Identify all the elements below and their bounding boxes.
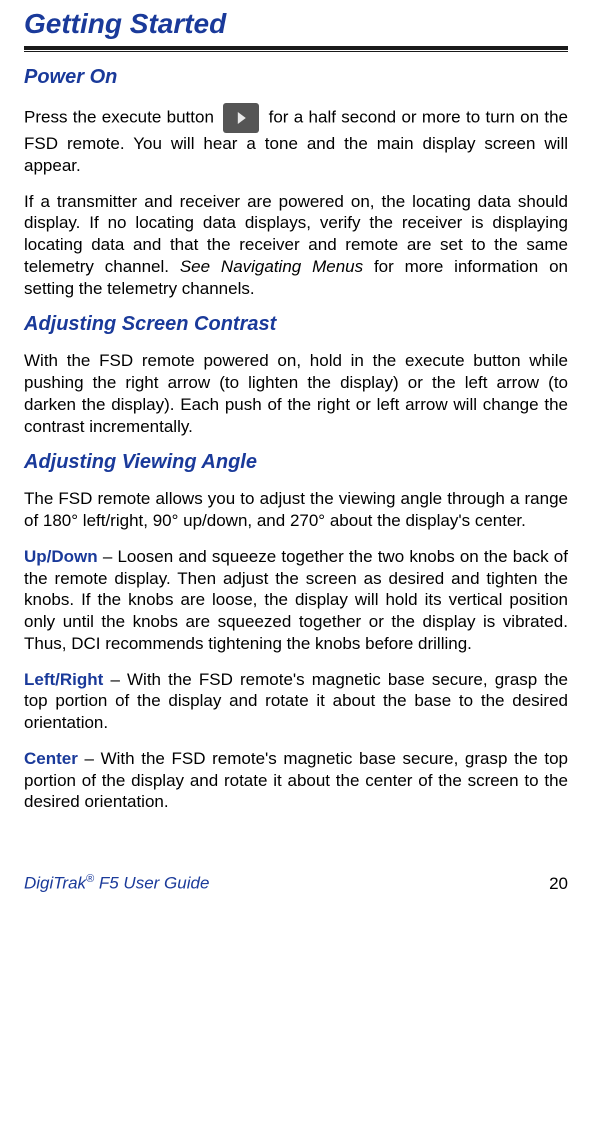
angle-paragraph-1: The FSD remote allows you to adjust the … [24,488,568,532]
section-heading-contrast: Adjusting Screen Contrast [24,313,568,336]
page-footer: DigiTrak® F5 User Guide 20 [24,873,568,894]
footer-page-number: 20 [549,874,568,894]
angle-center-paragraph: Center – With the FSD remote's magnetic … [24,748,568,813]
power-on-p1-text-a: Press the execute button [24,107,219,126]
footer-title-b: F5 User Guide [94,874,209,893]
center-label: Center [24,749,78,768]
page-container: Getting Started Power On Press the execu… [0,0,592,914]
footer-title: DigiTrak® F5 User Guide [24,873,209,894]
center-text: – With the FSD remote's magnetic base se… [24,749,568,812]
power-on-p2-italic: See Navigating Menus [180,257,363,276]
contrast-paragraph-1: With the FSD remote powered on, hold in … [24,350,568,437]
updown-label: Up/Down [24,547,98,566]
footer-title-a: DigiTrak [24,874,86,893]
divider-thick [24,46,568,50]
angle-updown-paragraph: Up/Down – Loosen and squeeze together th… [24,546,568,655]
angle-leftright-paragraph: Left/Right – With the FSD remote's magne… [24,669,568,734]
section-heading-power-on: Power On [24,66,568,89]
execute-button-icon [223,103,259,133]
leftright-text: – With the FSD remote's magnetic base se… [24,670,568,733]
divider-thin [24,51,568,52]
power-on-paragraph-2: If a transmitter and receiver are powere… [24,191,568,300]
page-title: Getting Started [24,8,568,40]
section-heading-angle: Adjusting Viewing Angle [24,451,568,474]
updown-text: – Loosen and squeeze together the two kn… [24,547,568,653]
power-on-paragraph-1: Press the execute button for a half seco… [24,103,568,177]
footer-registered-mark: ® [86,873,94,885]
leftright-label: Left/Right [24,670,103,689]
